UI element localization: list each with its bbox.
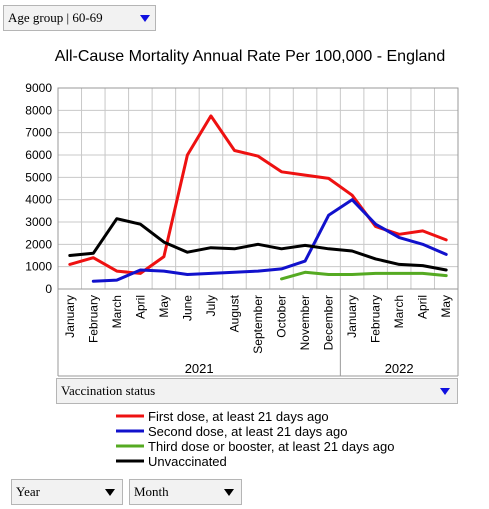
y-tick-label: 1000 — [25, 260, 52, 274]
series-line-0 — [68, 114, 448, 275]
x-tick-label: April — [133, 295, 147, 319]
y-tick-label: 9000 — [25, 81, 52, 95]
x-tick-label: February — [369, 295, 383, 343]
y-tick-label: 7000 — [25, 126, 52, 140]
y-tick-label: 8000 — [25, 103, 52, 117]
grid-lines — [57, 87, 459, 290]
y-tick-label: 6000 — [25, 148, 52, 162]
vaccination-status-select[interactable]: Vaccination status — [56, 378, 458, 404]
year-select-value: Year — [16, 484, 40, 499]
x-tick-label: February — [86, 295, 100, 343]
y-tick-label: 2000 — [25, 237, 52, 251]
chevron-down-icon — [224, 489, 234, 496]
age-group-value: Age group | 60-69 — [8, 10, 103, 25]
x-tick-label: December — [322, 295, 336, 350]
y-tick-label: 3000 — [25, 215, 52, 229]
x-tick-label: April — [416, 295, 430, 319]
x-tick-label: October — [275, 295, 289, 338]
x-tick-label: March — [110, 295, 124, 328]
x-tick-label: June — [180, 295, 194, 321]
chevron-down-icon — [105, 489, 115, 496]
x-tick-label: March — [392, 295, 406, 328]
axes: 0 1000 2000 3000 4000 5000 6000 7000 8000 9000 Jan… — [25, 81, 459, 377]
x-tick-label: July — [204, 295, 218, 316]
chevron-down-icon — [140, 15, 150, 22]
plot-border — [57, 87, 459, 290]
x-tick-label: January — [345, 295, 359, 338]
series-line-1 — [91, 198, 448, 283]
year-label: 2022 — [385, 361, 414, 376]
year-select[interactable]: Year — [11, 479, 123, 505]
x-tick-label: January — [63, 295, 77, 338]
legend-label: Unvaccinated — [148, 454, 227, 469]
x-tick-label: August — [227, 294, 241, 332]
x-tick-label: September — [251, 295, 265, 354]
legend-label: First dose, at least 21 days ago — [148, 409, 329, 424]
chart-title: All-Cause Mortality Annual Rate Per 100,… — [55, 48, 445, 65]
vaccination-status-value: Vaccination status — [61, 383, 156, 398]
age-group-select[interactable]: Age group | 60-69 — [3, 5, 156, 31]
y-tick-label: 4000 — [25, 193, 52, 207]
month-select-value: Month — [134, 484, 169, 499]
legend-label: Second dose, at least 21 days ago — [148, 424, 347, 439]
x-tick-label: May — [157, 295, 171, 318]
year-label: 2021 — [185, 361, 214, 376]
x-tick-label: November — [298, 295, 312, 350]
series-line-2 — [280, 270, 448, 281]
y-tick-label: 0 — [45, 282, 52, 296]
legend-label: Third dose or booster, at least 21 days … — [148, 439, 394, 454]
series-lines — [68, 114, 448, 283]
series-line-3 — [68, 217, 448, 272]
y-tick-label: 5000 — [25, 170, 52, 184]
x-tick-label: May — [439, 295, 453, 318]
month-select[interactable]: Month — [129, 479, 242, 505]
chevron-down-icon — [440, 388, 450, 395]
